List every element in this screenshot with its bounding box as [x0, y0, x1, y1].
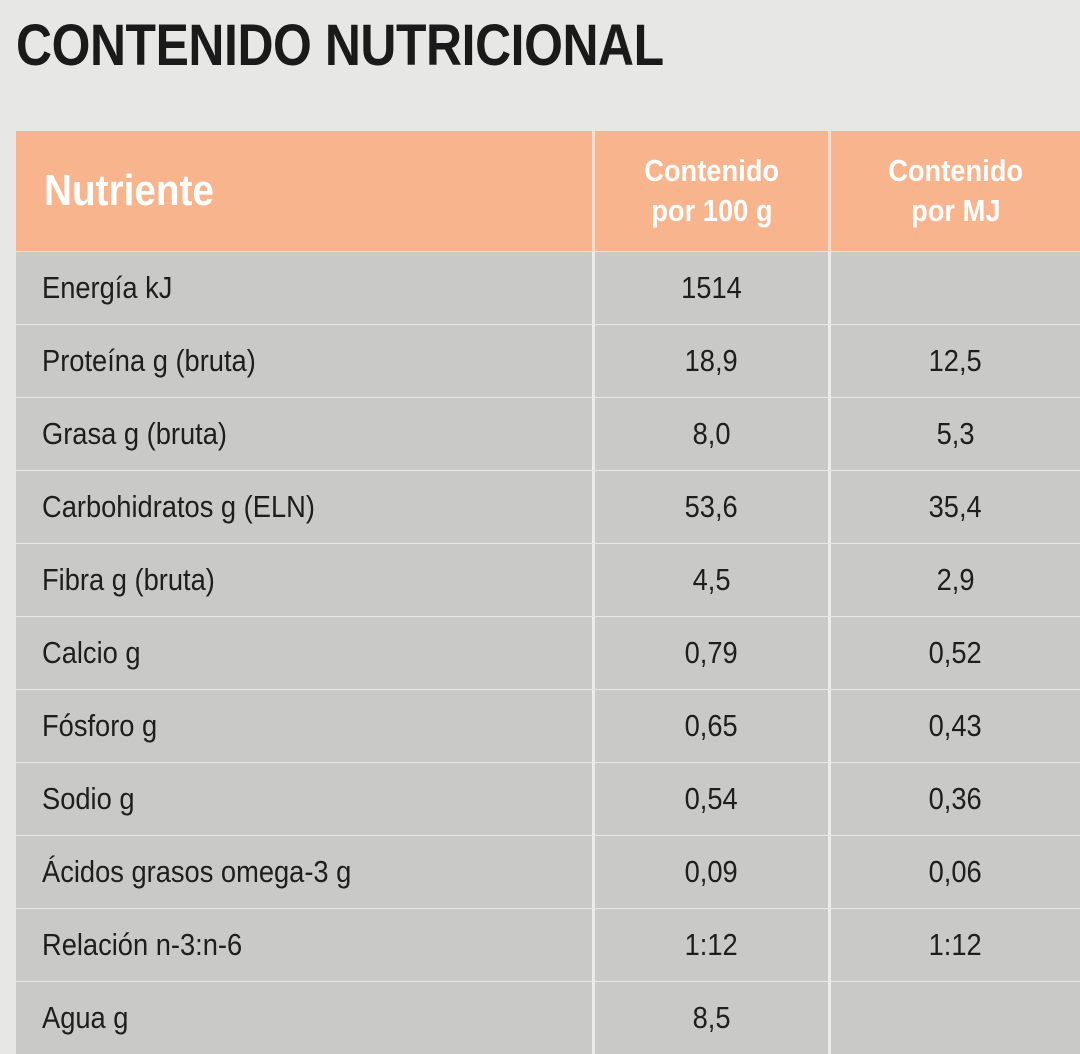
row-per-mj: 5,3 — [828, 398, 1080, 470]
row-nutrient-name: Sodio g — [16, 763, 592, 835]
row-per-mj: 0,36 — [828, 763, 1080, 835]
row-per-100g: 0,09 — [592, 836, 828, 908]
row-nutrient-name: Grasa g (bruta) — [16, 398, 592, 470]
row-per-mj: 12,5 — [828, 325, 1080, 397]
row-name-text: Energía kJ — [42, 270, 173, 305]
row-name-text: Agua g — [42, 1000, 129, 1035]
row-per-100g: 1:12 — [592, 909, 828, 981]
row-per-mj-value: 12,5 — [928, 343, 983, 378]
row-per-mj: 0,52 — [828, 617, 1080, 689]
row-per-100g: 8,0 — [592, 398, 828, 470]
row-per-100g: 1514 — [592, 252, 828, 324]
row-per-mj: 2,9 — [828, 544, 1080, 616]
header-per-mj: Contenido por MJ — [828, 131, 1080, 251]
row-name-text: Calcio g — [42, 635, 141, 670]
row-per-100g-value: 18,9 — [684, 343, 739, 378]
row-nutrient-name: Energía kJ — [16, 252, 592, 324]
header-per-100g-line2: por 100 g — [650, 193, 773, 228]
row-per-mj: 1:12 — [828, 909, 1080, 981]
row-per-mj-value: 0,43 — [928, 708, 983, 743]
header-per-100g: Contenido por 100 g — [592, 131, 828, 251]
row-nutrient-name: Relación n-3:n-6 — [16, 909, 592, 981]
header-per-mj-line1: Contenido — [888, 153, 1023, 188]
row-per-100g: 0,79 — [592, 617, 828, 689]
row-name-text: Fibra g (bruta) — [42, 562, 215, 597]
row-name-text: Carbohidratos g (ELN) — [42, 489, 315, 524]
row-per-100g: 53,6 — [592, 471, 828, 543]
row-per-100g-value: 53,6 — [684, 489, 739, 524]
row-name-text: Ácidos grasos omega-3 g — [42, 854, 352, 889]
row-per-100g-value: 8,5 — [692, 1000, 731, 1035]
row-per-mj-value: 2,9 — [936, 562, 975, 597]
header-per-mj-line2: por MJ — [910, 193, 1001, 228]
row-per-100g: 0,54 — [592, 763, 828, 835]
row-per-100g: 8,5 — [592, 982, 828, 1054]
row-per-100g: 4,5 — [592, 544, 828, 616]
header-nutrient: Nutriente — [16, 131, 592, 251]
row-per-100g-value: 1514 — [681, 270, 742, 305]
page-title: CONTENIDO NUTRICIONAL — [16, 13, 664, 78]
row-per-mj-value: 5,3 — [936, 416, 975, 451]
row-nutrient-name: Proteína g (bruta) — [16, 325, 592, 397]
nutrition-table: Nutriente Contenido por 100 g Contenido … — [16, 131, 1080, 1054]
row-name-text: Proteína g (bruta) — [42, 343, 256, 378]
row-nutrient-name: Agua g — [16, 982, 592, 1054]
row-per-mj — [828, 982, 1080, 1054]
row-per-mj: 35,4 — [828, 471, 1080, 543]
row-name-text: Grasa g (bruta) — [42, 416, 227, 451]
header-nutrient-label: Nutriente — [44, 166, 214, 215]
row-nutrient-name: Fósforo g — [16, 690, 592, 762]
row-per-mj: 0,43 — [828, 690, 1080, 762]
row-per-100g-value: 4,5 — [692, 562, 731, 597]
row-per-100g-value: 0,79 — [684, 635, 739, 670]
header-per-100g-line1: Contenido — [644, 153, 779, 188]
row-name-text: Fósforo g — [42, 708, 158, 743]
row-per-mj: 0,06 — [828, 836, 1080, 908]
row-nutrient-name: Ácidos grasos omega-3 g — [16, 836, 592, 908]
row-per-100g-value: 0,09 — [684, 854, 739, 889]
row-per-100g-value: 1:12 — [684, 927, 739, 962]
row-nutrient-name: Fibra g (bruta) — [16, 544, 592, 616]
row-per-mj-value: 35,4 — [928, 489, 983, 524]
row-per-100g-value: 0,54 — [684, 781, 739, 816]
row-name-text: Sodio g — [42, 781, 135, 816]
row-per-mj-value: 1:12 — [928, 927, 983, 962]
row-per-mj-value: 0,52 — [928, 635, 983, 670]
row-nutrient-name: Carbohidratos g (ELN) — [16, 471, 592, 543]
row-nutrient-name: Calcio g — [16, 617, 592, 689]
row-per-mj-value: 0,36 — [928, 781, 983, 816]
row-per-100g-value: 0,65 — [684, 708, 739, 743]
row-per-mj — [828, 252, 1080, 324]
row-per-mj-value: 0,06 — [928, 854, 983, 889]
row-per-100g: 0,65 — [592, 690, 828, 762]
row-per-100g: 18,9 — [592, 325, 828, 397]
row-per-100g-value: 8,0 — [692, 416, 731, 451]
row-name-text: Relación n-3:n-6 — [42, 927, 243, 962]
